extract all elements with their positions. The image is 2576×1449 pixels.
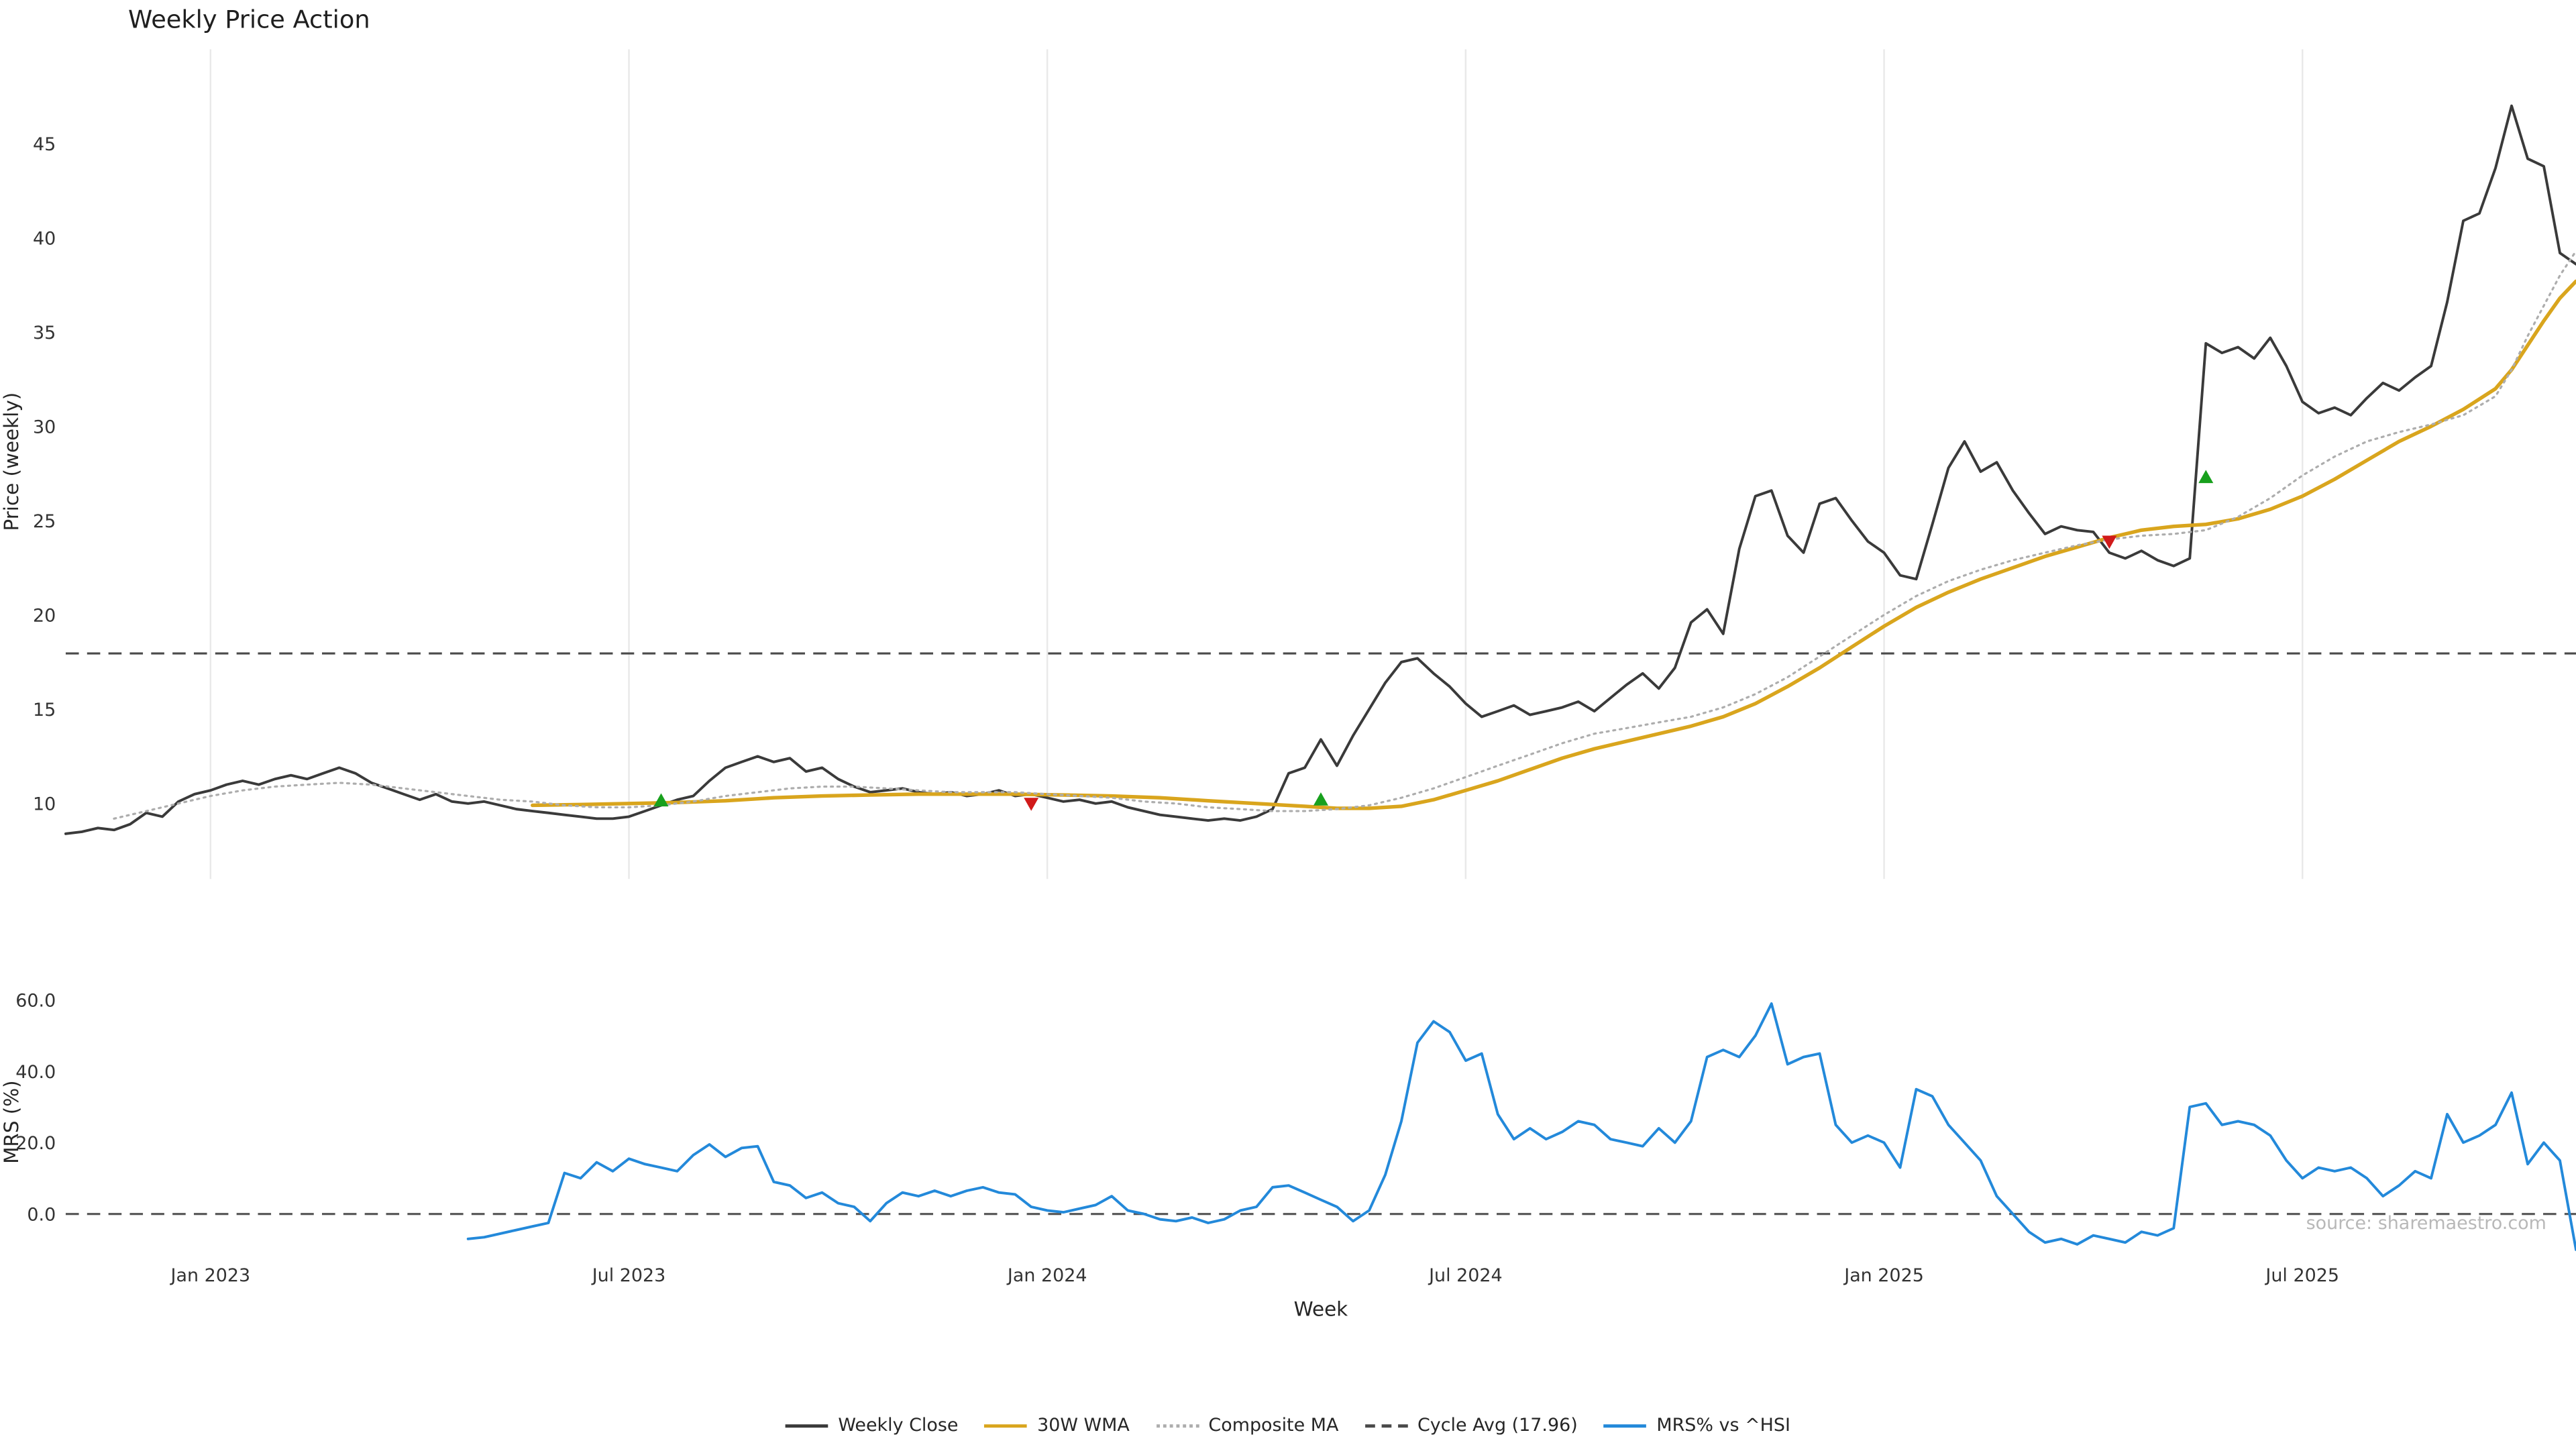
buy-marker	[653, 793, 669, 807]
legend-label: 30W WMA	[1037, 1414, 1130, 1436]
mrs-y-tick-label: 40.0	[15, 1062, 56, 1083]
x-axis-label: Week	[1293, 1297, 1348, 1321]
legend-line-sample	[984, 1424, 1028, 1427]
legend-line-sample	[1603, 1424, 1647, 1427]
sell-marker	[1024, 798, 1039, 811]
legend-line-sample	[785, 1424, 828, 1427]
x-tick-label: Jan 2025	[1843, 1265, 1924, 1286]
legend-label: Cycle Avg (17.96)	[1417, 1414, 1578, 1436]
weekly-close-line	[64, 104, 2576, 835]
price-y-tick-label: 35	[33, 323, 56, 343]
chart-title: Weekly Price Action	[128, 5, 370, 35]
legend-label: MRS% vs ^HSI	[1656, 1414, 1791, 1436]
mrs-y-tick-label: 20.0	[15, 1133, 56, 1154]
legend-label: Weekly Close	[838, 1414, 959, 1436]
x-tick-label: Jan 2024	[1006, 1265, 1087, 1286]
x-tick-label: Jul 2025	[2264, 1265, 2339, 1286]
legend-line-sample	[1364, 1424, 1408, 1427]
legend-item-composite-ma: Composite MA	[1156, 1415, 1338, 1436]
legend-item-mrs-vs-hsi: MRS% vs ^HSI	[1603, 1414, 1791, 1436]
legend-line-sample	[1156, 1424, 1199, 1427]
legend: Weekly Close 30W WMA Composite MA Cycle Avg…	[0, 1415, 2576, 1436]
mrs-vs-hsi-line	[466, 1002, 2576, 1251]
legend-item-weekly-close: Weekly Close	[785, 1414, 959, 1436]
legend-item-cycle-avg-17-96-: Cycle Avg (17.96)	[1364, 1414, 1578, 1436]
x-tick-label: Jan 2023	[170, 1265, 251, 1286]
composite-ma-line	[113, 250, 2576, 820]
price-y-tick-label: 30	[33, 417, 56, 437]
price-y-tick-label: 15	[33, 700, 56, 720]
x-tick-label: Jul 2023	[591, 1265, 666, 1286]
generated-chart-layers: 10 15 20 25 30 35 40 45 0.0 20.0 40.0 60.0 Jan 2023 J…	[15, 49, 2576, 1286]
x-tick-label: Jul 2024	[1428, 1265, 1503, 1286]
price-y-tick-label: 45	[33, 134, 56, 155]
price-y-tick-label: 40	[33, 228, 56, 249]
source-watermark: source: sharemaestro.com	[2306, 1212, 2546, 1234]
mrs-y-axis-label: MRS (%)	[0, 1080, 23, 1164]
sell-marker	[2102, 535, 2117, 549]
legend-item-30w-wma: 30W WMA	[984, 1414, 1130, 1436]
price-y-tick-label: 10	[33, 794, 56, 815]
mrs-y-tick-label: 0.0	[27, 1204, 56, 1225]
legend-label: Composite MA	[1208, 1414, 1339, 1436]
30w-wma-line	[531, 279, 2576, 810]
price-y-tick-label: 25	[33, 511, 56, 532]
mrs-y-tick-label: 60.0	[15, 990, 56, 1011]
buy-marker	[1313, 792, 1329, 806]
price-y-axis-label: Price (weekly)	[0, 392, 23, 531]
price-y-tick-label: 20	[33, 605, 56, 626]
buy-marker	[2198, 470, 2214, 484]
